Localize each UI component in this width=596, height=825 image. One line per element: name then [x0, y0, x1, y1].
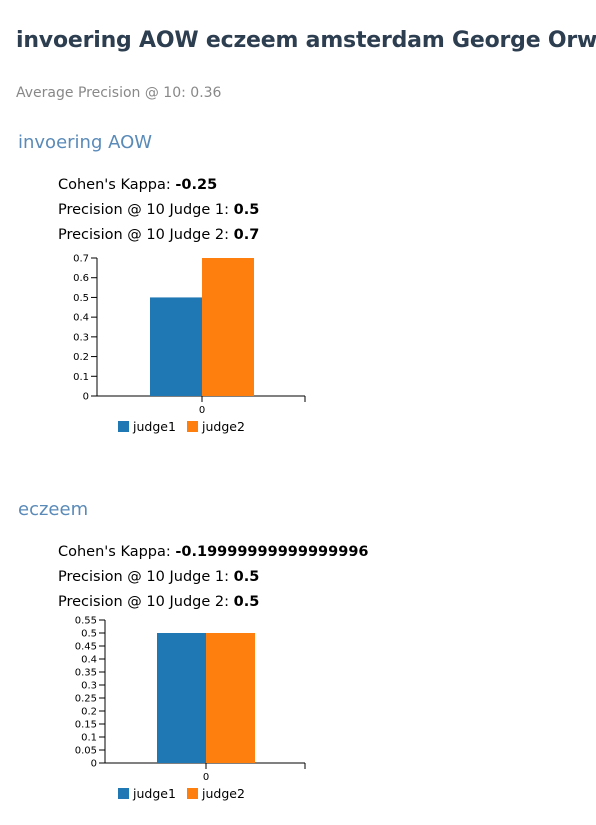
- y-tick-label: 0.05: [75, 746, 97, 757]
- y-tick-label: 0.2: [73, 352, 89, 363]
- legend: judge1 judge2: [118, 786, 245, 801]
- y-axis: 0 0.05 0.1 0.15 0.2 0.25 0.3 0.35 0.4 0.45 0.5 0.55: [75, 616, 106, 770]
- legend-swatch-judge2: [187, 788, 198, 799]
- y-tick-label: 0.5: [81, 629, 97, 640]
- y-tick-label: 0: [91, 759, 97, 770]
- judge2-precision-value: 0.5: [233, 594, 260, 610]
- judge2-precision-row: Precision @ 10 Judge 2: 0.7: [58, 223, 259, 248]
- y-tick-label: 0.7: [73, 254, 89, 265]
- precision-bar-chart: 0 0.1 0.2 0.3 0.4 0.5 0.6 0.7 0 judge1 judge2: [73, 254, 306, 434]
- y-tick-label: 0.35: [75, 668, 97, 679]
- y-tick-label: 0.15: [75, 720, 97, 731]
- judge1-precision-value: 0.5: [233, 202, 260, 218]
- bars: [157, 633, 255, 763]
- legend-swatch-judge1: [118, 421, 129, 432]
- legend-swatch-judge2: [187, 421, 198, 432]
- legend-label-judge2: judge2: [201, 786, 245, 801]
- y-tick-label: 0.45: [75, 642, 97, 653]
- y-tick-label: 0.3: [81, 681, 97, 692]
- y-tick-label: 0.4: [81, 655, 97, 666]
- precision-bar-chart: 0 0.05 0.1 0.15 0.2 0.25 0.3 0.35 0.4 0.45 0.5 0.55…: [75, 616, 306, 801]
- stats-block: Cohen's Kappa: -0.25 Precision @ 10 Judg…: [58, 173, 259, 248]
- y-tick-label: 0.1: [81, 733, 97, 744]
- judge1-precision-label: Precision @ 10 Judge 1:: [58, 569, 234, 585]
- section-title: invoering AOW: [18, 132, 153, 153]
- kappa-row: Cohen's Kappa: -0.19999999999999996: [58, 540, 369, 565]
- x-tick-label: 0: [203, 772, 209, 783]
- y-tick-label: 0.6: [73, 273, 89, 284]
- y-axis: 0 0.1 0.2 0.3 0.4 0.5 0.6 0.7: [73, 254, 98, 403]
- bars: [150, 258, 254, 396]
- kappa-label: Cohen's Kappa:: [58, 544, 176, 560]
- y-tick-label: 0.4: [73, 313, 89, 324]
- legend-label-judge1: judge1: [132, 786, 176, 801]
- y-tick-label: 0.55: [75, 616, 97, 627]
- x-axis: 0: [97, 395, 306, 416]
- y-tick-label: 0.1: [73, 372, 89, 383]
- judge1-precision-value: 0.5: [233, 569, 260, 585]
- bar-judge2: [206, 633, 255, 763]
- average-precision: Average Precision @ 10: 0.36: [16, 85, 222, 101]
- page-title: invoering AOW eczeem amsterdam George Or…: [16, 28, 596, 53]
- kappa-row: Cohen's Kappa: -0.25: [58, 173, 259, 198]
- bar-judge1: [150, 297, 202, 396]
- judge2-precision-row: Precision @ 10 Judge 2: 0.5: [58, 590, 369, 615]
- section-title: eczeem: [18, 499, 89, 520]
- kappa-label: Cohen's Kappa:: [58, 177, 176, 193]
- x-axis: 0: [105, 762, 306, 783]
- x-tick-label: 0: [199, 405, 205, 416]
- judge2-precision-label: Precision @ 10 Judge 2:: [58, 594, 234, 610]
- stats-block: Cohen's Kappa: -0.19999999999999996 Prec…: [58, 540, 369, 615]
- judge2-precision-label: Precision @ 10 Judge 2:: [58, 227, 234, 243]
- legend-swatch-judge1: [118, 788, 129, 799]
- legend-label-judge1: judge1: [132, 419, 176, 434]
- y-tick-label: 0.3: [73, 332, 89, 343]
- judge2-precision-value: 0.7: [233, 227, 260, 243]
- kappa-value: -0.25: [175, 177, 218, 193]
- judge1-precision-row: Precision @ 10 Judge 1: 0.5: [58, 565, 369, 590]
- kappa-value: -0.19999999999999996: [175, 544, 369, 560]
- bar-judge2: [202, 258, 254, 396]
- y-tick-label: 0.2: [81, 707, 97, 718]
- y-tick-label: 0.5: [73, 293, 89, 304]
- y-tick-label: 0.25: [75, 694, 97, 705]
- judge1-precision-row: Precision @ 10 Judge 1: 0.5: [58, 198, 259, 223]
- bar-judge1: [157, 633, 206, 763]
- legend-label-judge2: judge2: [201, 419, 245, 434]
- legend: judge1 judge2: [118, 419, 245, 434]
- y-tick-label: 0: [83, 392, 89, 403]
- judge1-precision-label: Precision @ 10 Judge 1:: [58, 202, 234, 218]
